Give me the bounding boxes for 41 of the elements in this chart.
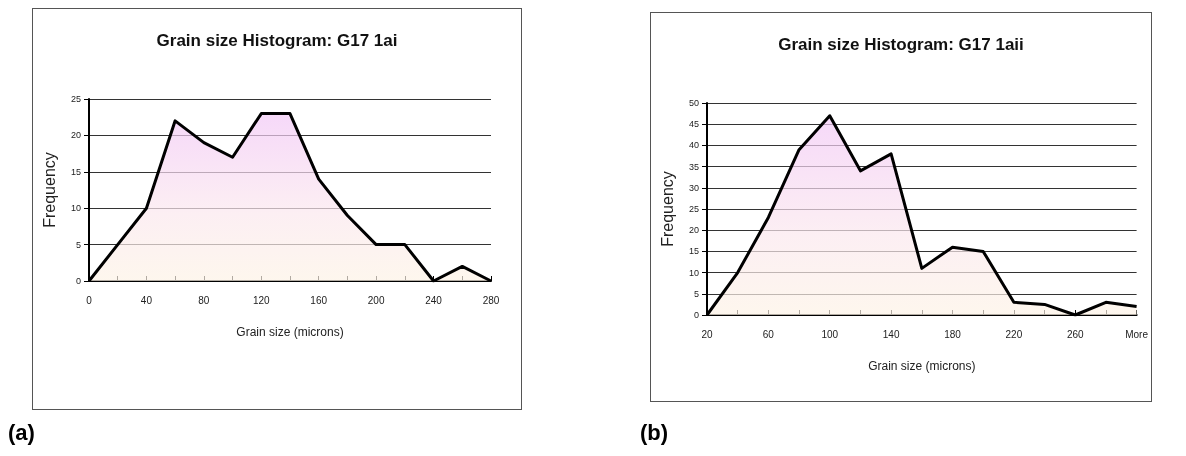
y-tick-label: 35 xyxy=(688,161,699,172)
x-tick-label: 40 xyxy=(140,294,153,306)
x-tick-label: 160 xyxy=(310,294,328,306)
y-tick-label: 25 xyxy=(688,204,699,214)
chart-title: Grain size Histogram: G17 1aii xyxy=(778,35,1024,54)
y-tick-label: 40 xyxy=(688,140,699,151)
y-tick-label: 45 xyxy=(688,119,699,130)
x-tick-label: 120 xyxy=(252,294,271,306)
text: (a) xyxy=(8,420,35,446)
y-tick-label: 25 xyxy=(70,94,81,104)
y-tick-label: 20 xyxy=(70,130,81,141)
x-tick-label: 0 xyxy=(86,294,93,306)
chart-title: Grain size Histogram: G17 1ai xyxy=(156,31,398,50)
y-tick-label: 10 xyxy=(688,267,699,278)
y-tick-label: 5 xyxy=(75,239,81,250)
y-tick-label: 15 xyxy=(688,246,699,257)
y-axis-title: Frequency xyxy=(658,171,676,247)
x-tick-label: 60 xyxy=(762,328,775,340)
y-tick-label: 50 xyxy=(688,98,699,108)
x-tick-label: 20 xyxy=(701,328,713,340)
x-tick-label: 100 xyxy=(821,328,839,340)
x-tick-label: 180 xyxy=(944,328,962,340)
x-tick-label: 80 xyxy=(198,294,210,306)
y-tick-label: 15 xyxy=(70,166,81,177)
y-tick-label: 0 xyxy=(693,310,699,320)
x-tick-label: 220 xyxy=(1005,328,1023,340)
y-tick-label: 5 xyxy=(693,288,699,299)
text: (b) xyxy=(640,420,669,446)
y-tick-label: 0 xyxy=(75,276,81,286)
x-tick-label: 240 xyxy=(425,294,443,306)
x-tick-label: 260 xyxy=(1066,328,1085,340)
x-tick-label: 280 xyxy=(482,294,500,306)
y-axis-title: Frequency xyxy=(40,152,58,228)
x-tick-label: 140 xyxy=(882,328,900,340)
x-tick-label: More xyxy=(1125,328,1149,340)
y-tick-label: 30 xyxy=(688,182,699,193)
y-tick-label: 20 xyxy=(688,225,699,236)
x-axis-title: Grain size (microns) xyxy=(236,325,344,339)
x-tick-label: 200 xyxy=(367,294,385,306)
y-tick-label: 10 xyxy=(70,203,81,214)
x-axis-title: Grain size (microns) xyxy=(868,359,976,373)
